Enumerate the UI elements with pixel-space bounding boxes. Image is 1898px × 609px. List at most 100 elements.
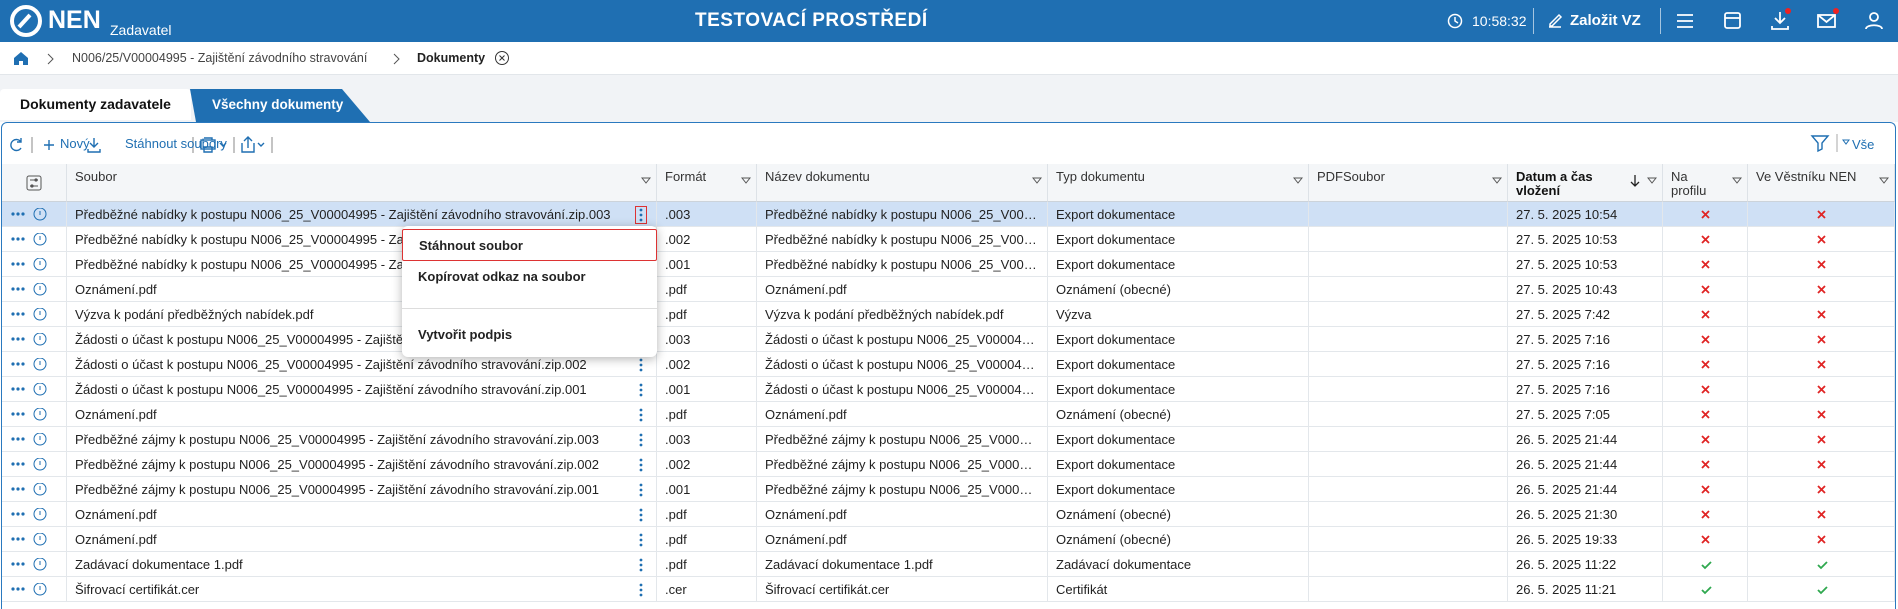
row-bg[interactable] [2, 477, 1895, 502]
kebab[interactable] [635, 531, 647, 549]
column-filter[interactable] [1293, 177, 1303, 185]
row-bg[interactable] [2, 227, 1895, 252]
row-actions[interactable] [10, 383, 58, 397]
kebab[interactable] [635, 206, 647, 224]
row-bg[interactable] [2, 577, 1895, 602]
tab[interactable]: Všechny dokumenty [212, 97, 344, 112]
cell: Předběžné zájmy k postupu N006_25_V00004… [67, 427, 657, 452]
menu-item[interactable]: Kopírovat odkaz na soubor [418, 269, 586, 284]
row-bg[interactable] [2, 402, 1895, 427]
row-bg[interactable] [2, 427, 1895, 452]
column-filter[interactable] [1879, 177, 1889, 185]
row-bg[interactable] [2, 252, 1895, 277]
row-bg[interactable] [2, 452, 1895, 477]
row-actions[interactable] [10, 483, 58, 497]
kebab[interactable] [635, 481, 647, 499]
row-actions[interactable] [10, 533, 58, 547]
row-actions[interactable] [10, 283, 58, 297]
cell [2, 552, 67, 577]
column-filter[interactable] [1492, 177, 1502, 185]
new-button[interactable]: Nový [60, 136, 90, 151]
column-filter[interactable] [741, 177, 751, 185]
row-actions[interactable] [10, 458, 58, 472]
row-actions[interactable] [10, 583, 58, 597]
cell: Certifikát [1048, 577, 1309, 602]
row-bg[interactable] [2, 527, 1895, 552]
row-bg[interactable] [2, 552, 1895, 577]
kebab[interactable] [635, 456, 647, 474]
cell: Předběžné nabídky k postupu N006_25_V000… [757, 252, 1048, 277]
kebab[interactable] [635, 356, 647, 374]
row-actions[interactable] [10, 358, 58, 372]
column-header[interactable]: Na profilu [1663, 164, 1748, 202]
cell: .003 [657, 327, 757, 352]
cell [1663, 402, 1748, 427]
cell [2, 577, 67, 602]
row-actions[interactable] [10, 333, 58, 347]
column-filter[interactable] [641, 177, 651, 185]
column-filter[interactable] [1647, 177, 1657, 185]
filter-icons[interactable] [1810, 133, 1850, 153]
cell [1748, 427, 1895, 452]
row-bg[interactable] [2, 327, 1895, 352]
top-bar: NEN Zadavatel TESTOVACÍ PROSTŘEDÍ 10:58:… [0, 0, 1898, 42]
row-actions[interactable] [10, 308, 58, 322]
menu-item[interactable]: Vytvořit podpis [418, 327, 513, 342]
row-actions[interactable] [10, 558, 58, 572]
cell [1309, 502, 1508, 527]
column-header[interactable]: PDFSoubor [1309, 164, 1508, 202]
row-actions[interactable] [10, 208, 58, 222]
menu-item[interactable]: Stáhnout soubor [402, 229, 657, 261]
row-actions[interactable] [10, 233, 58, 247]
column-header[interactable]: Formát [657, 164, 757, 202]
divider [1660, 8, 1661, 34]
status-no [1700, 310, 1710, 319]
column-header[interactable]: Soubor [67, 164, 657, 202]
sort-icon[interactable] [1629, 174, 1641, 188]
column-filter[interactable] [1032, 177, 1042, 185]
row-actions[interactable] [10, 258, 58, 272]
cell: Zadávací dokumentace 1.pdf [757, 552, 1048, 577]
kebab[interactable] [635, 506, 647, 524]
row-bg[interactable] [2, 352, 1895, 377]
filter-all[interactable]: Vše [1852, 137, 1875, 152]
cell [1748, 352, 1895, 377]
kebab[interactable] [635, 431, 647, 449]
clock: 10:58:32 [1472, 13, 1527, 29]
kebab[interactable] [635, 556, 647, 574]
home-icon[interactable] [12, 50, 30, 66]
tab-active[interactable]: Dokumenty zadavatele [0, 89, 191, 120]
row-bg[interactable] [2, 302, 1895, 327]
cell: Předběžné zájmy k postupu N006_25_V00004… [757, 427, 1048, 452]
cell [1309, 477, 1508, 502]
row-bg[interactable] [2, 502, 1895, 527]
column-header[interactable]: Ve Věstníku NEN [1748, 164, 1895, 202]
status-no [1816, 210, 1826, 219]
column-filter[interactable] [1732, 177, 1742, 185]
kebab[interactable] [635, 581, 647, 599]
row-actions[interactable] [10, 408, 58, 422]
kebab[interactable] [635, 381, 647, 399]
row-bg[interactable] [2, 202, 1895, 227]
create-button[interactable]: Založit VZ [1570, 12, 1641, 29]
settings-icon[interactable] [26, 175, 42, 191]
row-actions[interactable] [10, 433, 58, 447]
column-header[interactable]: Typ dokumentu [1048, 164, 1309, 202]
cell [2, 202, 67, 227]
row-bg[interactable] [2, 377, 1895, 402]
status-no [1816, 510, 1826, 519]
header-icons[interactable] [1668, 8, 1898, 34]
status-no [1700, 460, 1710, 469]
column-header[interactable]: Název dokumentu [757, 164, 1048, 202]
status-no [1816, 335, 1826, 344]
close-icon[interactable] [494, 50, 510, 66]
chevron [393, 53, 400, 65]
row-bg[interactable] [2, 277, 1895, 302]
download-button[interactable]: Stáhnout soubory [125, 136, 227, 151]
cell [1663, 377, 1748, 402]
breadcrumb-item[interactable]: N006/25/V00004995 - Zajištění závodního … [72, 51, 368, 65]
kebab[interactable] [635, 406, 647, 424]
status-no [1816, 535, 1826, 544]
cell: .003 [657, 427, 757, 452]
row-actions[interactable] [10, 508, 58, 522]
